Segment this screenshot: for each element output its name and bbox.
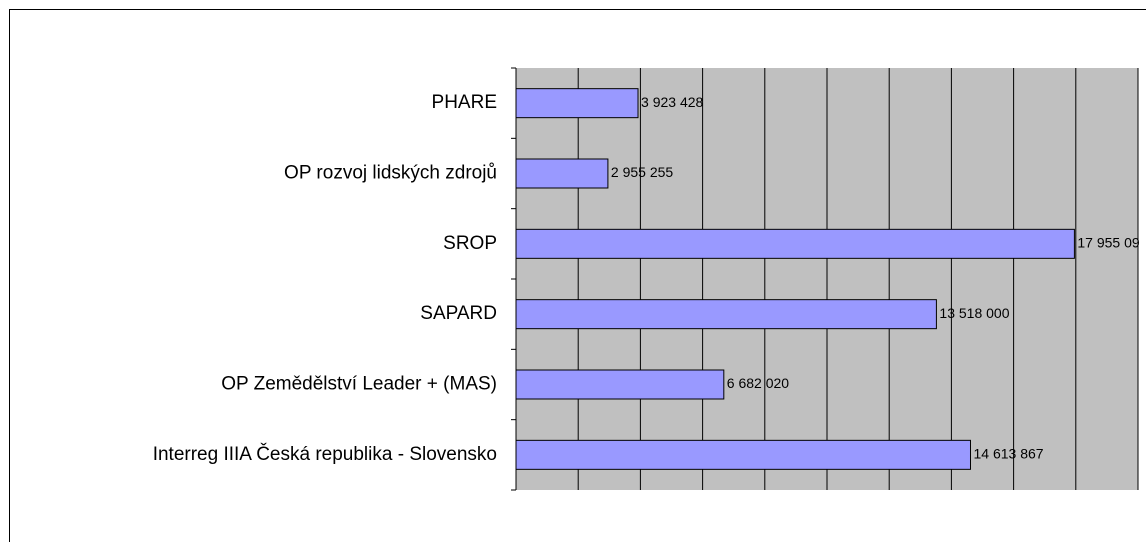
bar	[515, 158, 609, 189]
bar	[515, 228, 1075, 259]
category-label: PHARE	[432, 92, 497, 113]
category-label: SAPARD	[420, 303, 497, 324]
bar	[515, 299, 937, 330]
category-label: SROP	[443, 233, 497, 254]
value-label: 13 518 000	[939, 305, 1009, 321]
bar	[515, 88, 639, 119]
value-label: 6 682 020	[727, 375, 789, 391]
category-label: OP rozvoj lidských zdrojů	[284, 163, 497, 184]
value-label: 14 613 867	[973, 446, 1043, 462]
value-label: 3 923 428	[641, 94, 703, 110]
bar	[515, 369, 725, 400]
value-label: 2 955 255	[611, 164, 673, 180]
category-label: OP Zemědělství Leader + (MAS)	[221, 374, 497, 395]
category-label: Interreg IIIA Česká republika - Slovensk…	[153, 443, 497, 465]
bar	[515, 439, 971, 470]
value-label: 17 955 09	[1077, 235, 1139, 251]
